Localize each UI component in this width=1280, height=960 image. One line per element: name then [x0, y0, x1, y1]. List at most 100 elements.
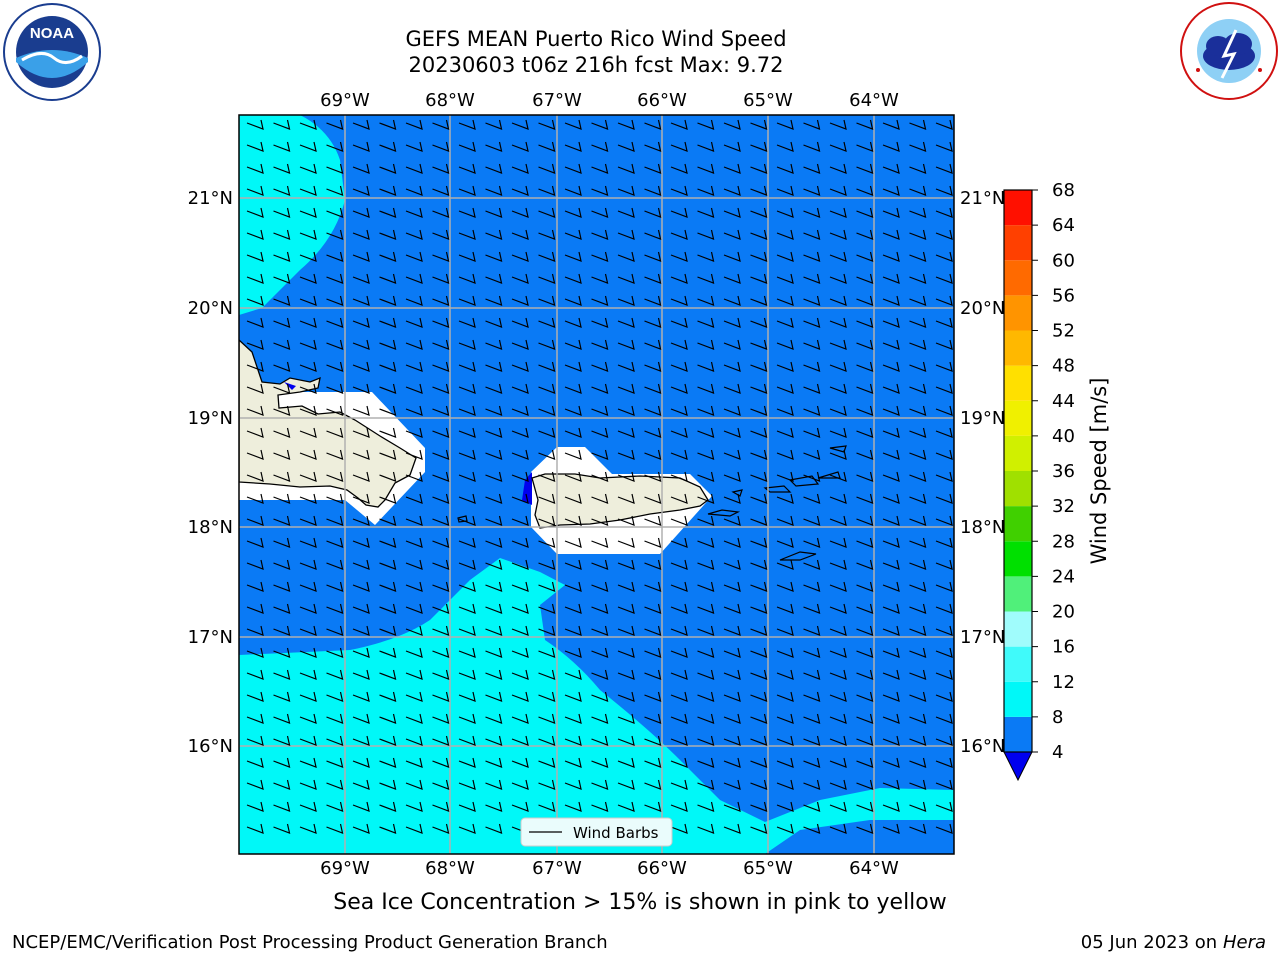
wind-barb — [617, 471, 635, 482]
wind-barb — [379, 141, 397, 152]
wind-barb — [299, 119, 317, 130]
wind-barb — [723, 801, 741, 812]
wind-barb — [485, 449, 503, 460]
wind-barb — [591, 647, 609, 658]
wind-barb — [273, 339, 291, 350]
wind-barb — [617, 141, 635, 152]
wind-barb — [511, 691, 529, 702]
wind-barb — [564, 625, 582, 636]
wind-barb — [485, 559, 503, 570]
wind-barb — [511, 185, 529, 196]
small-island-north-hispaniola — [284, 382, 296, 390]
wind-barb — [538, 581, 556, 592]
wind-barb — [723, 449, 741, 460]
wind-barb — [458, 757, 476, 768]
wind-barb — [935, 163, 953, 174]
wind-barb — [432, 691, 450, 702]
wind-barb — [697, 801, 715, 812]
wind-barb — [326, 427, 344, 438]
wind-barb — [617, 163, 635, 174]
wind-barb — [909, 779, 927, 790]
chart-subtitle: 20230603 t06z 216h fcst Max: 9.72 — [408, 53, 784, 77]
wind-barb — [485, 339, 503, 350]
wind-barb — [246, 207, 264, 218]
wind-barb — [485, 537, 503, 548]
wind-barb — [564, 603, 582, 614]
wind-barb — [591, 691, 609, 702]
wind-barb — [379, 823, 397, 834]
wind-barb — [882, 823, 900, 834]
wind-barb — [511, 163, 529, 174]
lat-label-left: 16°N — [188, 736, 233, 757]
wind-barb — [723, 251, 741, 262]
wind-barb — [803, 537, 821, 548]
wind-barb — [644, 647, 662, 658]
wind-barb — [750, 515, 768, 526]
wind-barb — [803, 405, 821, 416]
wind-barb — [935, 559, 953, 570]
wind-barb — [352, 669, 370, 680]
wind-barb — [617, 625, 635, 636]
wind-barb — [750, 141, 768, 152]
wind-barb — [935, 207, 953, 218]
wind-barb — [750, 823, 768, 834]
wind-barb — [511, 251, 529, 262]
wind-barb — [246, 713, 264, 724]
wind-barb — [909, 339, 927, 350]
wind-barb — [326, 559, 344, 570]
wind-barb — [909, 735, 927, 746]
wind-barb — [511, 229, 529, 240]
wind-barb — [776, 317, 794, 328]
wind-barb — [803, 493, 821, 504]
colorbar-segment — [1004, 435, 1032, 471]
wind-barb — [935, 801, 953, 812]
wind-barb — [803, 625, 821, 636]
wind-barb — [829, 207, 847, 218]
wind-barb — [432, 757, 450, 768]
wind-barb — [591, 537, 609, 548]
wind-barb — [776, 295, 794, 306]
wind-barb — [485, 361, 503, 372]
wind-barb — [538, 163, 556, 174]
wind-barb — [273, 757, 291, 768]
wind-barb — [829, 339, 847, 350]
wind-barb — [856, 295, 874, 306]
wind-barb — [750, 383, 768, 394]
wind-barb — [670, 735, 688, 746]
wind-barb — [273, 669, 291, 680]
wind-barb — [379, 779, 397, 790]
wind-barb — [909, 493, 927, 504]
wind-barb — [723, 163, 741, 174]
wind-barb — [246, 603, 264, 614]
wind-barb — [909, 647, 927, 658]
wind-barb — [273, 779, 291, 790]
wind-barb — [591, 779, 609, 790]
wind-barb — [909, 691, 927, 702]
wind-barb — [246, 141, 264, 152]
wind-barb — [379, 581, 397, 592]
wind-barb — [617, 757, 635, 768]
wind-barb — [405, 163, 423, 174]
wind-barb — [326, 625, 344, 636]
wind-barb — [856, 647, 874, 658]
wind-barb — [617, 339, 635, 350]
wind-barb — [405, 141, 423, 152]
wind-barb — [723, 669, 741, 680]
wind-barb — [697, 141, 715, 152]
wind-barb — [935, 339, 953, 350]
wind-barb — [379, 537, 397, 548]
wind-barb — [299, 141, 317, 152]
wind-barb — [246, 537, 264, 548]
wind-barb — [379, 493, 397, 504]
wind-barb — [564, 339, 582, 350]
wind-barb — [909, 823, 927, 834]
wind-barb — [352, 119, 370, 130]
wind-barb — [273, 273, 291, 284]
wind-barb — [432, 713, 450, 724]
wind-barb — [670, 757, 688, 768]
colorbar-segment — [1004, 330, 1032, 366]
wind-barb — [909, 713, 927, 724]
wind-barb — [538, 779, 556, 790]
wind-barb — [829, 383, 847, 394]
wind-barb — [935, 383, 953, 394]
